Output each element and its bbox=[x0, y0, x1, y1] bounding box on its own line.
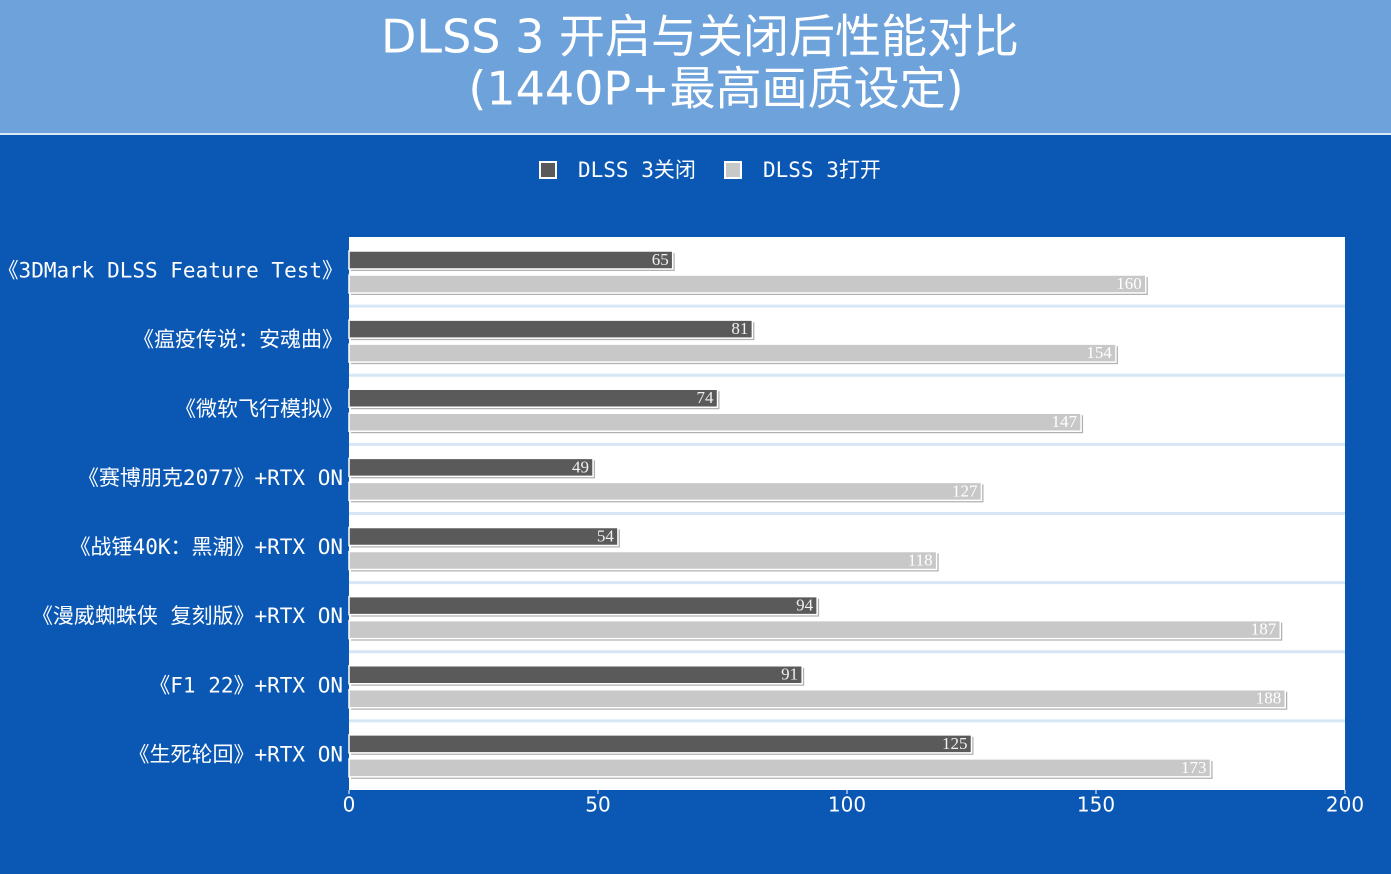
value-label: 65 bbox=[652, 250, 669, 269]
bar bbox=[348, 665, 803, 685]
chart-title: DLSS 3 开启与关闭后性能对比 bbox=[381, 10, 1019, 64]
value-label: 147 bbox=[1052, 412, 1078, 431]
y-tick-label: 《生死轮回》+RTX ON bbox=[128, 742, 343, 766]
y-tick-label: 《微软飞行模拟》 bbox=[175, 397, 343, 421]
x-tick-label: 200 bbox=[1326, 793, 1364, 817]
y-tick-label: 《赛博朋克2077》+RTX ON bbox=[78, 466, 343, 490]
bar bbox=[348, 550, 938, 571]
legend-label: DLSS 3打开 bbox=[763, 158, 881, 182]
header-rule bbox=[0, 133, 1391, 135]
bar bbox=[348, 481, 983, 502]
y-tick-label: 《漫威蜘蛛侠 复刻版》+RTX ON bbox=[32, 604, 343, 628]
value-label: 125 bbox=[942, 734, 968, 753]
bar bbox=[348, 343, 1117, 363]
bar bbox=[348, 689, 1286, 709]
bar bbox=[348, 595, 818, 616]
header-band bbox=[0, 0, 1391, 133]
bar bbox=[348, 457, 594, 478]
legend-swatch bbox=[724, 161, 742, 179]
chart-subtitle: (1440P+最高画质设定) bbox=[468, 62, 963, 116]
bar bbox=[348, 412, 1082, 432]
value-label: 91 bbox=[781, 665, 798, 684]
bar bbox=[348, 319, 754, 339]
value-label: 188 bbox=[1256, 689, 1282, 708]
value-label: 127 bbox=[952, 481, 978, 500]
value-label: 49 bbox=[572, 457, 589, 476]
y-tick-label: 《瘟疫传说：安魂曲》 bbox=[133, 328, 343, 352]
value-label: 173 bbox=[1181, 758, 1207, 777]
bar bbox=[348, 388, 719, 408]
bar bbox=[348, 734, 973, 754]
value-label: 118 bbox=[908, 550, 933, 569]
x-tick-label: 50 bbox=[585, 793, 610, 817]
legend-swatch bbox=[539, 161, 557, 179]
bar bbox=[348, 758, 1212, 778]
value-label: 74 bbox=[697, 388, 715, 407]
y-tick-label: 《战锤40K：黑潮》+RTX ON bbox=[70, 535, 343, 559]
value-label: 81 bbox=[731, 319, 748, 338]
value-label: 154 bbox=[1086, 343, 1112, 362]
bar bbox=[348, 619, 1282, 640]
x-tick-label: 100 bbox=[828, 793, 866, 817]
value-label: 94 bbox=[796, 596, 814, 615]
x-tick-label: 0 bbox=[343, 793, 356, 817]
bar bbox=[348, 274, 1147, 294]
value-label: 187 bbox=[1251, 620, 1277, 639]
value-label: 160 bbox=[1116, 274, 1142, 293]
value-label: 54 bbox=[597, 526, 615, 545]
legend-label: DLSS 3关闭 bbox=[578, 158, 696, 182]
bar bbox=[348, 526, 619, 547]
y-tick-label: 《F1 22》+RTX ON bbox=[149, 673, 343, 697]
y-tick-label: 《3DMark DLSS Feature Test》 bbox=[0, 259, 343, 283]
bar bbox=[348, 250, 674, 270]
x-tick-label: 150 bbox=[1077, 793, 1115, 817]
